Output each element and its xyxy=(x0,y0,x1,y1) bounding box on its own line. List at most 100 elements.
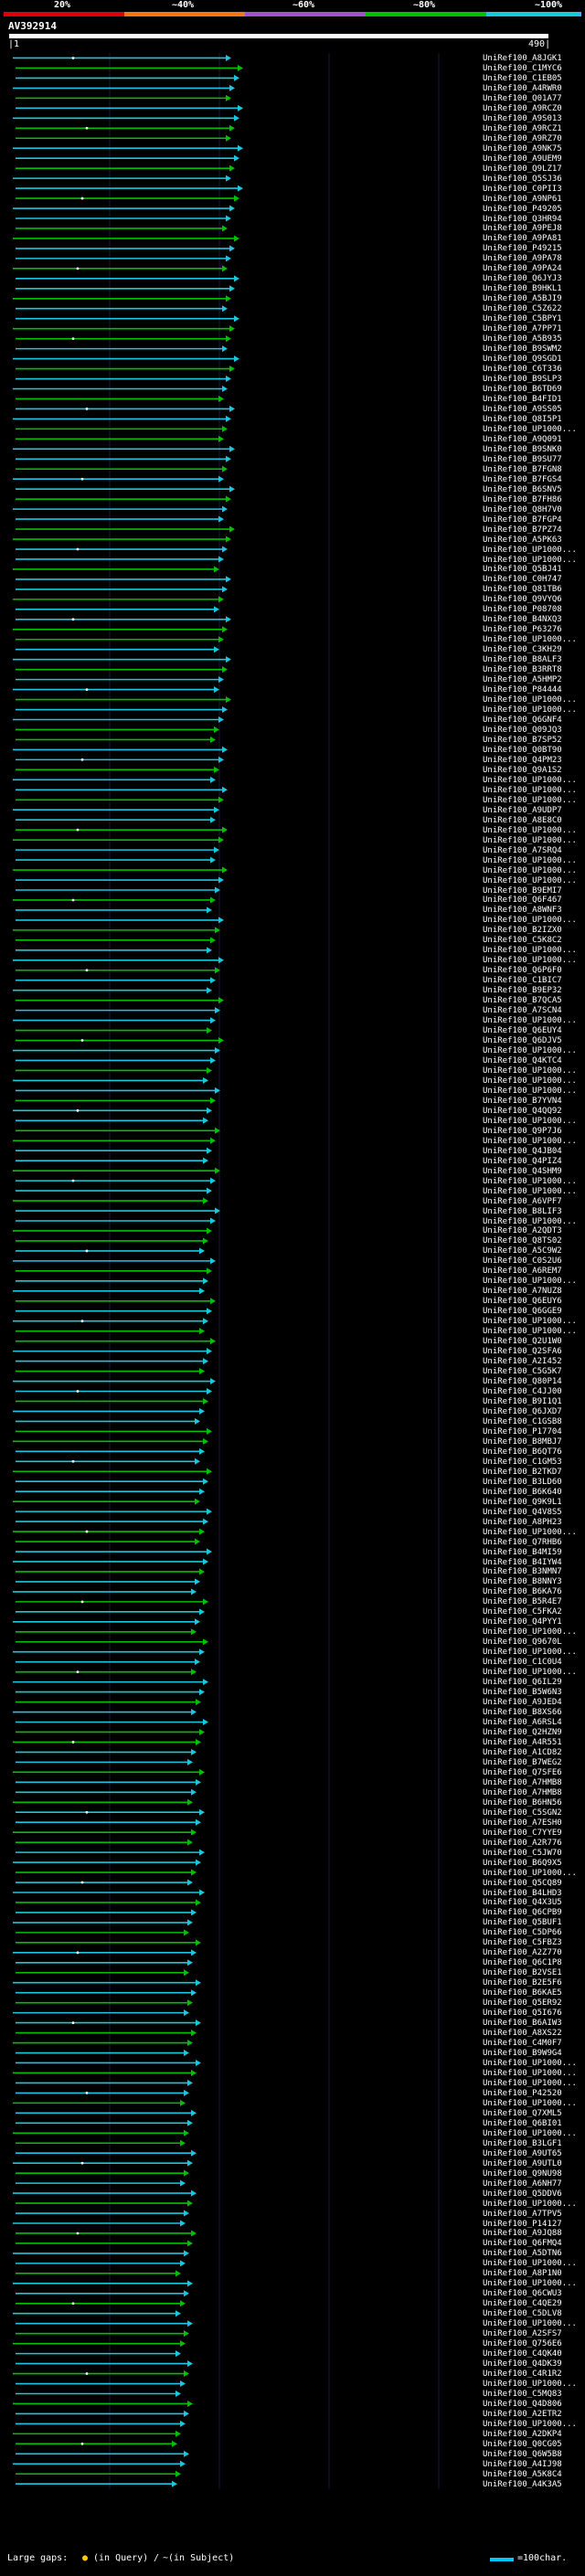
hit-label[interactable]: UniRef100_Q9LZ17 xyxy=(483,164,562,174)
hit-label[interactable]: UniRef100_UP1000... xyxy=(483,916,577,926)
hit-label[interactable]: UniRef100_A5B935 xyxy=(483,334,562,345)
hit-label[interactable]: UniRef100_UP1000... xyxy=(483,1216,577,1226)
hit-label[interactable]: UniRef100_A9UTL0 xyxy=(483,2158,562,2168)
hit-label[interactable]: UniRef100_A9SS05 xyxy=(483,404,562,414)
hit-label[interactable]: UniRef100_Q9A1S2 xyxy=(483,765,562,775)
hit-label[interactable]: UniRef100_B8LIF3 xyxy=(483,1206,562,1216)
hit-label[interactable]: UniRef100_C4QK40 xyxy=(483,2349,562,2359)
hit-label[interactable]: UniRef100_B7FGN8 xyxy=(483,464,562,474)
hit-label[interactable]: UniRef100_C5MQ83 xyxy=(483,2390,562,2399)
hit-label[interactable]: UniRef100_B4IYW4 xyxy=(483,1557,562,1567)
hit-label[interactable]: UniRef100_A8WNF3 xyxy=(483,906,562,916)
hit-label[interactable]: UniRef100_UP1000... xyxy=(483,1065,577,1076)
hit-label[interactable]: UniRef100_B7YVN4 xyxy=(483,1096,562,1106)
hit-label[interactable]: UniRef100_C1BIC7 xyxy=(483,976,562,986)
hit-label[interactable]: UniRef100_Q4V8S5 xyxy=(483,1507,562,1517)
hit-label[interactable]: UniRef100_Q4SHM9 xyxy=(483,1166,562,1176)
hit-label[interactable]: UniRef100_C4M0F7 xyxy=(483,2039,562,2049)
hit-label[interactable]: UniRef100_B4MI59 xyxy=(483,1547,562,1557)
hit-label[interactable]: UniRef100_B6QT76 xyxy=(483,1447,562,1457)
hit-label[interactable]: UniRef100_C5SGN2 xyxy=(483,1807,562,1818)
hit-label[interactable]: UniRef100_UP1000... xyxy=(483,825,577,835)
hit-label[interactable]: UniRef100_A5BJI9 xyxy=(483,294,562,304)
hit-label[interactable]: UniRef100_A8PH23 xyxy=(483,1517,562,1527)
hit-label[interactable]: UniRef100_UP1000... xyxy=(483,1176,577,1186)
hit-label[interactable]: UniRef100_Q8I5P1 xyxy=(483,414,562,424)
hit-label[interactable]: UniRef100_Q9SGD1 xyxy=(483,355,562,365)
hit-label[interactable]: UniRef100_B7PZ74 xyxy=(483,525,562,535)
hit-label[interactable]: UniRef100_UP1000... xyxy=(483,1648,577,1658)
hit-label[interactable]: UniRef100_A6NH77 xyxy=(483,2178,562,2189)
hit-label[interactable]: UniRef100_A9RZ70 xyxy=(483,133,562,143)
hit-label[interactable]: UniRef100_Q4PYY1 xyxy=(483,1617,562,1627)
hit-label[interactable]: UniRef100_Q6P6F0 xyxy=(483,966,562,976)
hit-label[interactable]: UniRef100_B7WEG2 xyxy=(483,1757,562,1767)
hit-label[interactable]: UniRef100_B3RRT8 xyxy=(483,665,562,675)
hit-label[interactable]: UniRef100_B2VSE1 xyxy=(483,1968,562,1978)
hit-label[interactable]: UniRef100_B7QCA5 xyxy=(483,996,562,1006)
hit-label[interactable]: UniRef100_Q5I676 xyxy=(483,2009,562,2019)
hit-label[interactable]: UniRef100_A9JED4 xyxy=(483,1698,562,1708)
hit-label[interactable]: UniRef100_B9I1Q1 xyxy=(483,1396,562,1406)
hit-label[interactable]: UniRef100_C5DLV8 xyxy=(483,2309,562,2319)
hit-label[interactable]: UniRef100_A7HMB8 xyxy=(483,1787,562,1797)
hit-label[interactable]: UniRef100_UP1000... xyxy=(483,2098,577,2108)
hit-label[interactable]: UniRef100_Q4PM23 xyxy=(483,755,562,765)
hit-label[interactable]: UniRef100_B6SNV5 xyxy=(483,484,562,494)
hit-label[interactable]: UniRef100_B3LD60 xyxy=(483,1477,562,1487)
hit-label[interactable]: UniRef100_A9S013 xyxy=(483,113,562,123)
hit-label[interactable]: UniRef100_Q8H7V0 xyxy=(483,504,562,514)
hit-label[interactable]: UniRef100_P17704 xyxy=(483,1426,562,1436)
hit-label[interactable]: UniRef100_C0PII3 xyxy=(483,184,562,194)
hit-label[interactable]: UniRef100_A9RCZ0 xyxy=(483,103,562,113)
hit-label[interactable]: UniRef100_A4R551 xyxy=(483,1737,562,1747)
hit-label[interactable]: UniRef100_Q6CPB9 xyxy=(483,1908,562,1918)
hit-label[interactable]: UniRef100_A8JGK1 xyxy=(483,54,562,63)
hit-label[interactable]: UniRef100_B9SU77 xyxy=(483,454,562,464)
hit-label[interactable]: UniRef100_C5JW70 xyxy=(483,1848,562,1858)
hit-label[interactable]: UniRef100_UP1000... xyxy=(483,635,577,645)
hit-label[interactable]: UniRef100_B6Q9X5 xyxy=(483,1858,562,1868)
hit-label[interactable]: UniRef100_Q6F467 xyxy=(483,896,562,906)
hit-label[interactable]: UniRef100_P49205 xyxy=(483,204,562,214)
hit-label[interactable]: UniRef100_UP1000... xyxy=(483,2078,577,2088)
hit-label[interactable]: UniRef100_UP1000... xyxy=(483,1327,577,1337)
hit-label[interactable]: UniRef100_A5C9W2 xyxy=(483,1246,562,1256)
hit-label[interactable]: UniRef100_A2QDT3 xyxy=(483,1226,562,1236)
hit-label[interactable]: UniRef100_A7NUZ8 xyxy=(483,1287,562,1297)
hit-label[interactable]: UniRef100_C1EB05 xyxy=(483,73,562,83)
hit-label[interactable]: UniRef100_Q01A77 xyxy=(483,93,562,103)
hit-label[interactable]: UniRef100_UP1000... xyxy=(483,1136,577,1146)
hit-label[interactable]: UniRef100_Q3HR94 xyxy=(483,214,562,224)
hit-label[interactable]: UniRef100_B9SNK0 xyxy=(483,444,562,454)
hit-label[interactable]: UniRef100_Q6JXD7 xyxy=(483,1406,562,1416)
hit-label[interactable]: UniRef100_B9SWM2 xyxy=(483,345,562,355)
hit-label[interactable]: UniRef100_Q4QQ92 xyxy=(483,1106,562,1116)
hit-label[interactable]: UniRef100_C4R1R2 xyxy=(483,2369,562,2380)
hit-label[interactable]: UniRef100_UP1000... xyxy=(483,2419,577,2429)
hit-label[interactable]: UniRef100_C4JJ00 xyxy=(483,1387,562,1396)
hit-label[interactable]: UniRef100_UP1000... xyxy=(483,2259,577,2269)
hit-label[interactable]: UniRef100_Q6FMQ4 xyxy=(483,2239,562,2249)
hit-label[interactable]: UniRef100_A9Q091 xyxy=(483,434,562,444)
hit-label[interactable]: UniRef100_Q4JB04 xyxy=(483,1146,562,1156)
hit-label[interactable]: UniRef100_Q5BJ41 xyxy=(483,565,562,575)
hit-label[interactable]: UniRef100_B3NMN7 xyxy=(483,1567,562,1577)
hit-label[interactable]: UniRef100_Q4D806 xyxy=(483,2399,562,2409)
hit-label[interactable]: UniRef100_A6VPF7 xyxy=(483,1196,562,1206)
hit-label[interactable]: UniRef100_Q4DK39 xyxy=(483,2359,562,2369)
hit-label[interactable]: UniRef100_UP1000... xyxy=(483,2068,577,2078)
hit-label[interactable]: UniRef100_B7FGP4 xyxy=(483,514,562,525)
hit-label[interactable]: UniRef100_B8XS66 xyxy=(483,1708,562,1718)
hit-label[interactable]: UniRef100_B5W6N3 xyxy=(483,1688,562,1698)
hit-label[interactable]: UniRef100_UP1000... xyxy=(483,1186,577,1196)
hit-label[interactable]: UniRef100_Q8TS02 xyxy=(483,1236,562,1246)
hit-label[interactable]: UniRef100_UP1000... xyxy=(483,705,577,716)
hit-label[interactable]: UniRef100_UP1000... xyxy=(483,1627,577,1638)
hit-label[interactable]: UniRef100_C5BPY1 xyxy=(483,314,562,324)
hit-label[interactable]: UniRef100_Q6EUY4 xyxy=(483,1026,562,1036)
hit-label[interactable]: UniRef100_A2Z770 xyxy=(483,1948,562,1958)
hit-label[interactable]: UniRef100_Q6GNF4 xyxy=(483,716,562,726)
hit-label[interactable]: UniRef100_A2ETR2 xyxy=(483,2409,562,2419)
hit-label[interactable]: UniRef100_UP1000... xyxy=(483,695,577,705)
